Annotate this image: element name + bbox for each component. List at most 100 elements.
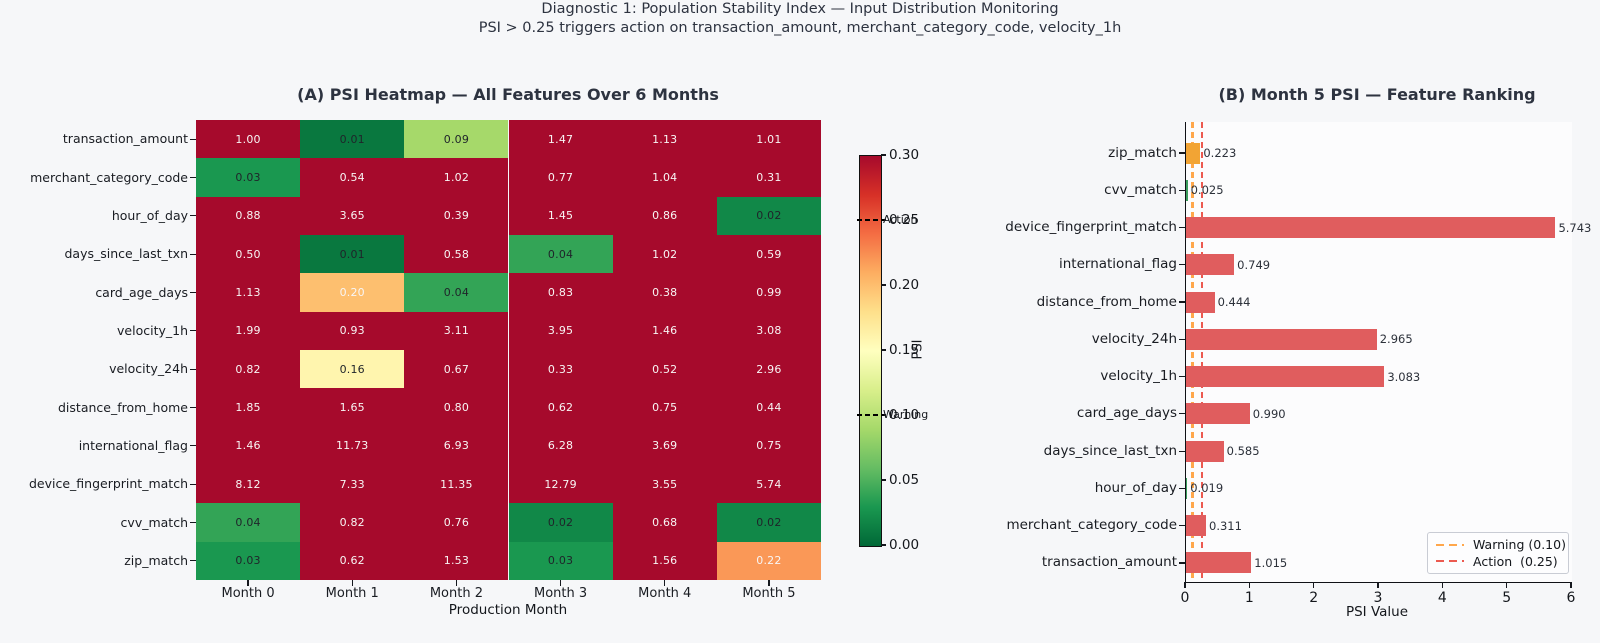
bar-row-label: device_fingerprint_match (1005, 219, 1177, 236)
figure-suptitle-line2: PSI > 0.25 triggers action on transactio… (478, 19, 1122, 36)
heatmap-cell: 0.82 (300, 503, 405, 542)
heatmap-cell: 3.08 (716, 311, 821, 350)
bar-y-tick (1179, 562, 1185, 564)
heatmap-row-label: velocity_1h (117, 322, 188, 338)
heatmap-cell: 0.20 (300, 273, 405, 312)
bar-row-label: days_since_last_txn (1043, 442, 1177, 459)
bar (1186, 366, 1385, 388)
heatmap-cell: 1.01 (716, 120, 821, 159)
bar-row-label: transaction_amount (1041, 554, 1177, 571)
heatmap-cell: 1.65 (300, 388, 405, 427)
legend-row-action: Action (0.25) (1436, 554, 1560, 569)
bar-xaxis-label: PSI Value (1345, 604, 1409, 620)
heatmap-cell: 0.03 (196, 541, 301, 580)
heatmap-y-tick (190, 406, 196, 409)
heatmap-cell: 1.02 (612, 235, 717, 274)
bar-value-label: 0.749 (1237, 257, 1271, 272)
bar (1186, 403, 1250, 425)
heatmap-row-label: international_flag (78, 437, 188, 453)
heatmap-cell: 6.93 (404, 426, 509, 465)
heatmap-row-label: merchant_category_code (30, 169, 188, 185)
heatmap-x-tick (351, 580, 353, 586)
threshold-line (1191, 122, 1194, 582)
heatmap-row-label: velocity_24h (109, 361, 188, 377)
colorbar-tick-label: 0.25 (889, 212, 920, 228)
heatmap-cell: 0.04 (508, 235, 613, 274)
heatmap-cell: 0.04 (404, 273, 509, 312)
bar-y-tick (1179, 450, 1185, 452)
heatmap-cell: 3.95 (508, 311, 613, 350)
bar-row-label: distance_from_home (1036, 293, 1177, 310)
heatmap-cell: 0.02 (508, 503, 613, 542)
bar-value-label: 3.083 (1387, 369, 1421, 384)
heatmap-cell: 1.00 (196, 120, 301, 159)
heatmap-x-tick (664, 580, 666, 586)
panel-b-title: (B) Month 5 PSI — Feature Ranking (1218, 85, 1536, 104)
heatmap-cell: 0.44 (716, 388, 821, 427)
colorbar-tick-label: 0.10 (889, 407, 920, 423)
heatmap-cell: 0.02 (716, 196, 821, 235)
heatmap-cell: 0.02 (716, 503, 821, 542)
bar-row-label: hour_of_day (1094, 479, 1177, 496)
bar (1186, 142, 1201, 164)
heatmap-cell: 0.09 (404, 120, 509, 159)
bar-y-tick (1179, 152, 1185, 154)
bar-y-tick (1179, 376, 1185, 378)
heatmap-row-label: zip_match (124, 552, 188, 568)
heatmap-y-tick (190, 483, 196, 485)
heatmap-cell: 0.75 (716, 426, 821, 465)
heatmap-col-label: Month 5 (742, 586, 796, 601)
bar-value-label: 0.025 (1190, 183, 1224, 198)
heatmap-cell: 1.13 (196, 273, 301, 312)
heatmap-row-label: cvv_match (120, 514, 188, 530)
bar-x-tick (1506, 582, 1508, 588)
heatmap-y-tick (190, 291, 196, 294)
heatmap-x-tick (455, 580, 457, 586)
legend-row-warning: Warning (0.10) (1436, 537, 1566, 552)
bar-y-tick (1179, 264, 1185, 266)
heatmap-y-tick (190, 138, 196, 140)
bar-x-tick (1184, 582, 1186, 588)
bar-x-tick (1570, 582, 1572, 588)
bar (1186, 552, 1252, 574)
heatmap-col-label: Month 0 (221, 586, 275, 601)
panel-a-title: (A) PSI Heatmap — All Features Over 6 Mo… (297, 85, 719, 104)
bar-chart-legend: Warning (0.10) Action (0.25) (1427, 532, 1569, 574)
heatmap-cell: 3.55 (612, 465, 717, 504)
colorbar-threshold-dash (857, 414, 884, 416)
heatmap-cell: 0.31 (716, 158, 821, 197)
colorbar-threshold-dash (857, 219, 884, 221)
heatmap-cell: 0.77 (508, 158, 613, 197)
psi-heatmap: 1.00 0.01 0.09 1.47 1.13 1.01 0.03 0.54 1.02 0.77… (196, 120, 821, 580)
bar-y-tick (1179, 487, 1185, 490)
heatmap-cell: 0.67 (404, 350, 509, 389)
heatmap-x-tick (768, 580, 770, 586)
heatmap-y-tick (190, 253, 196, 255)
figure-suptitle: Diagnostic 1: Population Stability Index… (0, 0, 1600, 37)
heatmap-x-tick (247, 580, 249, 586)
colorbar-tick-label: 0.30 (889, 147, 920, 163)
heatmap-cell: 0.62 (508, 388, 613, 427)
heatmap-cell: 0.88 (196, 196, 301, 235)
heatmap-cell: 0.03 (508, 541, 613, 580)
colorbar-tick-label: 0.05 (889, 472, 920, 488)
heatmap-cell: 1.46 (612, 311, 717, 350)
bar-value-label: 0.990 (1252, 406, 1286, 421)
bar-y-tick (1179, 525, 1185, 527)
colorbar-gradient (859, 155, 882, 547)
heatmap-row-label: card_age_days (95, 284, 188, 300)
bar-x-tick-label: 1 (1244, 590, 1254, 606)
bar-chart-axes: 0.223 0.025 5.743 0.749 0.444 2.965 3.083 0.990… (1185, 122, 1591, 583)
heatmap-cell: 0.59 (716, 235, 821, 274)
bar-y-tick (1179, 413, 1185, 415)
heatmap-col-label: Month 1 (325, 586, 379, 601)
bar-row-label: velocity_1h (1100, 368, 1177, 385)
bar-y-tick (1179, 301, 1185, 303)
heatmap-x-tick (559, 580, 562, 586)
heatmap-cell: 11.73 (300, 426, 405, 465)
heatmap-y-tick (190, 521, 196, 524)
bar (1186, 328, 1377, 350)
bar-value-label: 0.311 (1209, 518, 1242, 533)
heatmap-cell: 1.13 (612, 120, 717, 159)
heatmap-cell: 0.01 (300, 235, 405, 274)
